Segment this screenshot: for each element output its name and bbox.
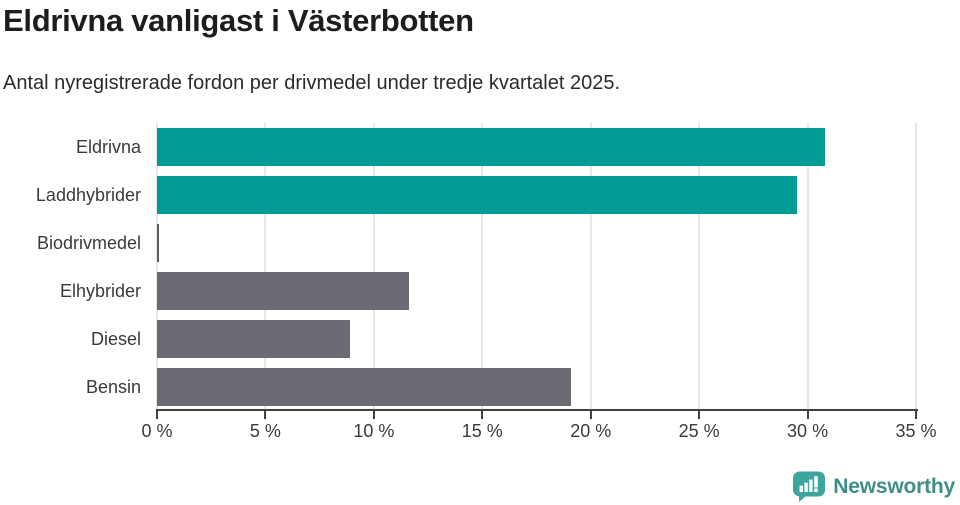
gridline (806, 123, 809, 411)
chart-subtitle: Antal nyregistrerade fordon per drivmede… (3, 72, 621, 94)
x-tick-label: 0 % (141, 421, 173, 441)
x-tick-mark (589, 411, 592, 419)
gridline (156, 123, 158, 411)
gridline (915, 123, 917, 411)
category-label: Diesel (90, 328, 141, 349)
x-tick-label: 35 % (895, 421, 937, 441)
bar-bensin (157, 368, 572, 406)
bar-rows (157, 123, 916, 411)
newsworthy-logo: Newsworthy (792, 471, 955, 502)
category-label: Eldrivna (75, 136, 141, 157)
x-tick-mark (372, 411, 375, 419)
x-axis-line (156, 409, 918, 411)
x-tick-label: 25 % (678, 421, 720, 441)
x-tick-mark (806, 411, 809, 419)
gridline (372, 123, 375, 411)
bar-biodrivmedel (157, 224, 160, 262)
bar-diesel (157, 320, 350, 358)
x-tick-label: 20 % (570, 421, 612, 441)
gridline (589, 123, 592, 411)
bar-elhybrider (157, 272, 409, 310)
bar-row (157, 315, 916, 363)
bar-row (157, 123, 916, 171)
category-label: Bensin (85, 376, 141, 397)
bar-row (157, 171, 916, 219)
newsworthy-logo-icon (793, 471, 826, 502)
bar-row (157, 363, 916, 411)
x-tick-mark (915, 411, 917, 419)
x-tick-label: 10 % (353, 421, 395, 441)
category-labels: Eldrivna Laddhybrider Biodrivmedel Elhybrid… (0, 123, 141, 411)
category-label: Elhybrider (59, 280, 141, 301)
x-tick-mark (264, 411, 267, 419)
gridline (481, 123, 484, 411)
category-label: Biodrivmedel (36, 232, 141, 253)
gridline (264, 123, 267, 411)
category-label: Laddhybrider (35, 184, 141, 205)
newsworthy-logo-text: Newsworthy (833, 474, 955, 498)
bar-eldrivna (157, 128, 825, 166)
bar-laddhybrider (157, 176, 797, 214)
x-tick-label: 30 % (787, 421, 829, 441)
x-tick-label: 15 % (461, 421, 503, 441)
gridline (698, 123, 701, 411)
chart-title: Eldrivna vanligast i Västerbotten (3, 3, 474, 38)
bar-row (157, 267, 916, 315)
x-tick-mark (481, 411, 484, 419)
x-tick-label: 5 % (249, 421, 281, 441)
x-tick-mark (698, 411, 701, 419)
bar-row (157, 219, 916, 267)
x-tick-mark (156, 411, 158, 419)
plot-area (156, 123, 917, 411)
